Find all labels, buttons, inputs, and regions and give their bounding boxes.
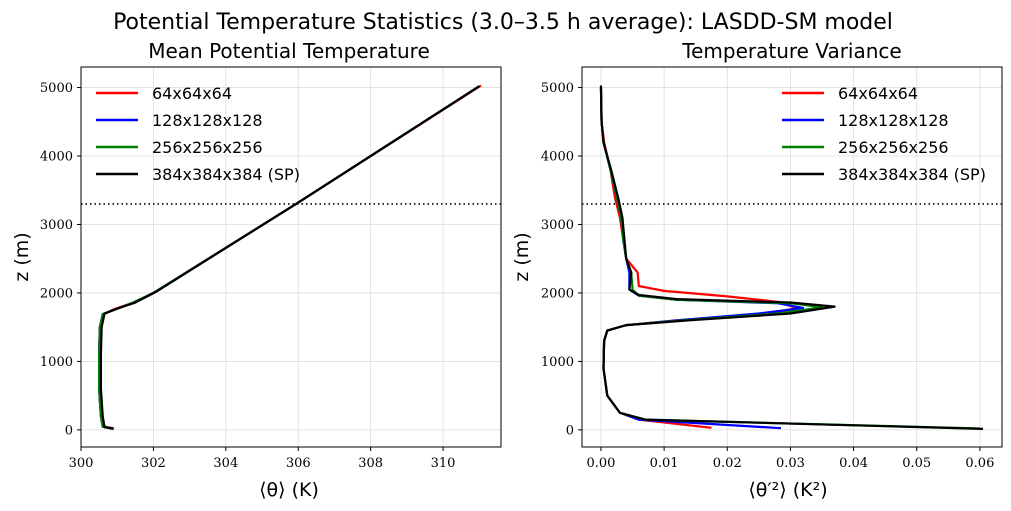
- legend-label: 64x64x64: [152, 84, 232, 103]
- legend-label: 64x64x64: [838, 84, 918, 103]
- mean-temperature-legend: 64x64x64 128x128x128 256x256x256 384x384x38…: [96, 84, 300, 184]
- mean-temperature-grid: [80, 67, 501, 447]
- y-tick-label: 2000: [541, 286, 574, 301]
- series-line: [98, 84, 482, 430]
- legend-label: 384x384x384 (SP): [152, 165, 300, 184]
- y-tick-label: 3000: [541, 218, 574, 233]
- temperature-variance-series: [599, 85, 984, 430]
- mean-temperature-panel: Mean Potential Temperature 300 302 304 306 3…: [11, 39, 502, 501]
- x-tick-label: 310: [431, 456, 456, 471]
- temperature-variance-grid: [582, 67, 1002, 447]
- y-tick-label: 3000: [40, 218, 73, 233]
- figure-suptitle: Potential Temperature Statistics (3.0–3.…: [113, 10, 893, 35]
- y-tick-label: 0: [566, 423, 574, 438]
- x-tick-label: 0.05: [902, 456, 931, 471]
- legend-label: 128x128x128: [838, 111, 949, 130]
- legend-label: 256x256x256: [152, 138, 263, 157]
- series-line: [599, 85, 984, 430]
- mean-temperature-title: Mean Potential Temperature: [148, 39, 430, 63]
- y-tick-label: 1000: [541, 355, 574, 370]
- y-tick-label: 2000: [40, 286, 73, 301]
- mean-temperature-ylabel: z (m): [11, 232, 33, 281]
- series-line: [99, 85, 480, 430]
- x-tick-label: 0.02: [713, 456, 742, 471]
- temperature-variance-legend: 64x64x64 128x128x128 256x256x256 384x384x38…: [782, 84, 986, 184]
- y-tick-label: 5000: [541, 81, 574, 96]
- x-tick-label: 308: [358, 456, 383, 471]
- series-line: [599, 87, 798, 429]
- legend-label: 128x128x128: [152, 111, 263, 130]
- legend-label: 384x384x384 (SP): [838, 165, 986, 184]
- x-tick-label: 300: [69, 456, 94, 471]
- mean-temperature-xlabel: ⟨θ⟩ (K): [259, 479, 319, 501]
- y-tick-label: 5000: [40, 81, 73, 96]
- temperature-variance-title: Temperature Variance: [681, 39, 901, 63]
- temperature-variance-ticks: 0.00 0.01 0.02 0.03 0.04 0.05 0.06 0 1000 2000 300…: [541, 81, 994, 471]
- temperature-variance-axes-frame: [581, 66, 1003, 448]
- y-tick-label: 4000: [40, 150, 73, 165]
- x-tick-label: 302: [141, 456, 166, 471]
- x-tick-label: 306: [286, 456, 311, 471]
- y-tick-label: 4000: [541, 150, 574, 165]
- y-tick-label: 1000: [40, 355, 73, 370]
- x-tick-label: 0.06: [965, 456, 994, 471]
- temperature-variance-xlabel: ⟨θ′²⟩ (K²): [748, 479, 827, 501]
- y-tick-label: 0: [65, 423, 73, 438]
- x-tick-label: 304: [213, 456, 238, 471]
- x-tick-label: 0.04: [839, 456, 868, 471]
- x-tick-label: 0.01: [650, 456, 679, 471]
- mean-temperature-ticks: 300 302 304 306 308 310 0 1000 2000 3000 4000 5000: [40, 81, 456, 471]
- legend-label: 256x256x256: [838, 138, 949, 157]
- temperature-variance-ylabel: z (m): [511, 232, 533, 281]
- mean-temperature-series: [98, 84, 482, 430]
- series-line: [599, 87, 805, 430]
- x-tick-label: 0.00: [586, 456, 615, 471]
- x-tick-label: 0.03: [776, 456, 805, 471]
- temperature-variance-panel: Temperature Variance 0.00 0.01 0.02 0.03 0.0…: [511, 39, 1003, 501]
- mean-temperature-axes-frame: [80, 66, 502, 448]
